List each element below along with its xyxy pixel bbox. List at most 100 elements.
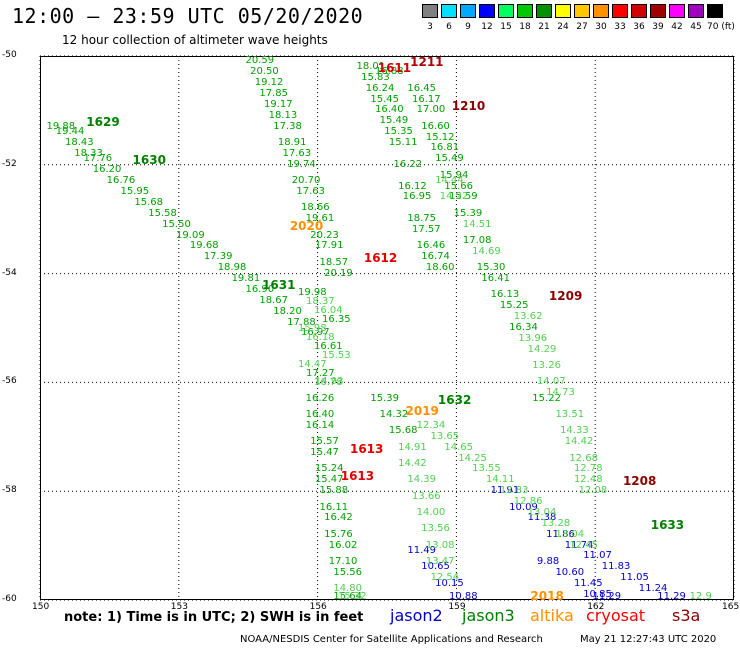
scale-label: 3 xyxy=(427,22,433,32)
swh-point-jason3: 15.22 xyxy=(532,392,561,404)
swh-point-jason3: 16.60 xyxy=(421,120,450,132)
swh-point-altika: 14.22 xyxy=(439,191,469,203)
swh-point-altika: 13.08 xyxy=(425,539,455,551)
swh-point-jason3: 16.11 xyxy=(319,501,349,513)
swh-point-jason2: 11.38 xyxy=(527,512,557,524)
swh-point-altika: 14.11 xyxy=(486,474,515,486)
swh-point-jason3: 16.20 xyxy=(92,164,122,176)
swh-point-jason3: 20.19 xyxy=(324,267,353,279)
swh-point-altika: 12.45 xyxy=(569,539,598,551)
swh-point-jason3: 15.47 xyxy=(310,447,339,459)
swh-point-jason3: 15.11 xyxy=(388,137,418,149)
swh-point-jason3: 17.63 xyxy=(296,186,325,197)
swh-point-altika: 14.00 xyxy=(416,506,446,518)
swh-point-jason3: 16.88 xyxy=(375,66,404,78)
swh-point-jason3: 15.94 xyxy=(439,169,469,181)
swh-point-jason3: 16.81 xyxy=(430,142,460,154)
swh-point-jason3: 17.88 xyxy=(287,316,316,328)
scale-label: 18 xyxy=(519,22,531,32)
swh-point-altika: 12.86 xyxy=(513,496,543,508)
swh-point-jason3: 17.39 xyxy=(203,251,233,263)
swh-point-jason3: 15.76 xyxy=(324,528,353,540)
swh-point-jason2: 11.07 xyxy=(583,550,612,562)
swh-point-jason3: 19.61 xyxy=(305,213,335,225)
swh-point-jason3: 15.12 xyxy=(425,131,455,143)
swh-point-overlap: 17.27 xyxy=(306,368,335,379)
x-tick-label: 159 xyxy=(448,602,466,612)
swh-point-jason3: 15.49 xyxy=(379,115,409,127)
swh-point-jason3: 15.83 xyxy=(361,71,390,83)
swh-point-jason2: 10.85 xyxy=(583,588,612,600)
scale-swatch xyxy=(460,4,476,18)
pass-label: 1209 xyxy=(548,289,583,304)
scale-swatch xyxy=(593,4,609,18)
swh-point-overlap: 16.35 xyxy=(322,314,351,325)
swh-point-altika: 13.04 xyxy=(527,506,557,518)
swh-point-altika: 12.48 xyxy=(573,474,603,486)
swh-point-altika: 13.47 xyxy=(425,555,455,567)
swh-point-jason2: 10.15 xyxy=(435,577,464,589)
scale-swatch xyxy=(707,4,723,18)
pass-label: 1632 xyxy=(437,392,472,407)
swh-point-jason3: 20.59 xyxy=(245,55,275,67)
swh-point-jason2: 11.05 xyxy=(620,572,649,584)
swh-point-overlap: 15.98 xyxy=(298,323,327,334)
swh-point-jason3: 15.57 xyxy=(310,436,339,448)
swh-point-jason3: 15.25 xyxy=(499,300,529,312)
swh-point-jason3: 16.17 xyxy=(412,93,441,105)
scale-swatch xyxy=(574,4,590,18)
pass-label: 2020 xyxy=(289,218,324,233)
swh-point-altika: 14.44 xyxy=(435,175,464,187)
swh-point-jason3: 16.22 xyxy=(393,158,423,170)
swh-point-jason3: 15.64 xyxy=(333,591,362,602)
swh-point-jason3: 19.74 xyxy=(287,158,316,170)
chart-subtitle: 12 hour collection of altimeter wave hei… xyxy=(62,33,328,47)
swh-point-jason3: 18.33 xyxy=(74,147,103,159)
swh-point-altika: 12.34 xyxy=(416,419,446,431)
swh-point-jason3: 15.47 xyxy=(314,474,344,486)
pass-label: 1211 xyxy=(410,55,444,70)
swh-point-altika: 13.96 xyxy=(518,332,548,344)
swh-point-overlap: 18.37 xyxy=(306,296,335,307)
swh-point-jason3: 16.46 xyxy=(416,240,446,252)
swh-point-jason3: 19.68 xyxy=(189,240,219,252)
swh-point-altika: 14.91 xyxy=(398,441,427,453)
pass-label: 2018 xyxy=(530,588,564,603)
swh-point-overlap: 15.53 xyxy=(322,350,351,361)
swh-point-jason2: 10.88 xyxy=(449,591,478,602)
swh-point-jason3: 20.70 xyxy=(291,175,321,187)
chart-title: 12:00 – 23:59 UTC 05/20/2020 xyxy=(12,4,364,28)
pass-label: 1611 xyxy=(377,60,412,75)
swh-point-jason3: 18.66 xyxy=(300,202,330,214)
swh-point-overlap: 16.18 xyxy=(306,332,335,343)
swh-point-altika: 13.55 xyxy=(472,463,501,475)
swh-point-jason3: 18.43 xyxy=(65,137,94,149)
swh-point-jason3: 15.35 xyxy=(384,126,413,138)
scale-swatch xyxy=(688,4,704,18)
swh-point-altika: 14.33 xyxy=(560,425,589,437)
swh-point-jason3: 18.13 xyxy=(268,109,298,121)
swh-point-jason3: 15.58 xyxy=(148,207,177,219)
legend-jason3: jason3 xyxy=(462,606,515,625)
scale-swatch xyxy=(669,4,685,18)
swh-point-jason3: 18.75 xyxy=(407,213,437,225)
swh-point-jason3: 16.02 xyxy=(328,539,358,551)
swh-point-jason3: 16.41 xyxy=(481,273,511,285)
y-tick-label: -60 xyxy=(2,594,17,604)
swh-point-altika: 13.65 xyxy=(430,430,460,442)
y-tick-label: -52 xyxy=(2,158,17,169)
scale-label: 12 xyxy=(481,22,493,32)
scale-label: 39 xyxy=(652,22,664,32)
swh-point-jason3: 17.10 xyxy=(328,555,358,567)
swh-point-jason3: 16.24 xyxy=(365,82,395,94)
swh-point-altika: 14.93 xyxy=(314,376,344,388)
credit-line: NOAA/NESDIS Center for Satellite Applica… xyxy=(240,634,543,645)
swh-point-jason3: 17.76 xyxy=(83,153,113,165)
swh-point-jason3: 20.23 xyxy=(310,229,339,241)
x-tick-label: 165 xyxy=(722,602,740,612)
swh-point-altika: 12.68 xyxy=(569,452,598,464)
swh-point-jason3: 16.95 xyxy=(402,191,432,203)
swh-point-altika: 14.25 xyxy=(458,452,487,464)
swh-point-jason3: 15.50 xyxy=(162,218,191,230)
swh-point-jason3: 17.08 xyxy=(462,234,492,246)
